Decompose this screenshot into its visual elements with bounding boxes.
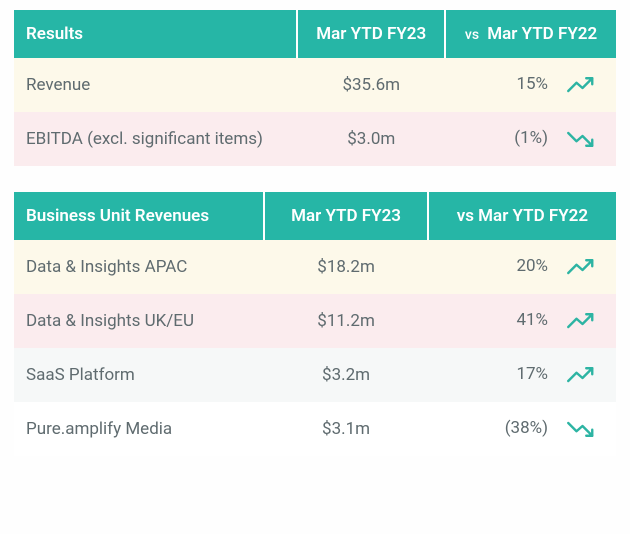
bu-label: SaaS Platform — [14, 348, 264, 402]
bu-row: Data & Insights UK/EU$11.2m 41% — [14, 294, 616, 348]
trend-up-icon — [566, 256, 596, 278]
trend-down-icon — [566, 128, 596, 150]
results-header-col3: vs Mar YTD FY22 — [445, 10, 616, 58]
results-row: EBITDA (excl. significant items)$3.0m (1%… — [14, 112, 616, 166]
results-change: 15% — [445, 58, 616, 112]
results-change-pct: 15% — [496, 74, 548, 94]
bu-header-row: Business Unit Revenues Mar YTD FY23 vs M… — [14, 192, 616, 240]
results-row: Revenue$35.6m 15% — [14, 58, 616, 112]
bu-change-pct: 41% — [496, 310, 548, 330]
trend-down-icon — [566, 418, 596, 440]
bu-label: Data & Insights APAC — [14, 240, 264, 294]
bu-change-pct: 20% — [496, 256, 548, 276]
results-value: $3.0m — [297, 112, 445, 166]
bu-revenues-table: Business Unit Revenues Mar YTD FY23 vs M… — [14, 192, 616, 456]
trend-up-icon — [566, 74, 596, 96]
bu-value: $3.1m — [264, 402, 428, 456]
bu-body: Data & Insights APAC$18.2m20%Data & Insi… — [14, 240, 616, 456]
bu-change-pct: (38%) — [496, 418, 548, 438]
bu-change: 20% — [428, 240, 616, 294]
bu-value: $18.2m — [264, 240, 428, 294]
bu-change-pct: 17% — [496, 364, 548, 384]
trend-up-icon — [566, 310, 596, 332]
results-change: (1%) — [445, 112, 616, 166]
bu-header-col1: Business Unit Revenues — [14, 192, 264, 240]
results-header-row: Results Mar YTD FY23 vs Mar YTD FY22 — [14, 10, 616, 58]
results-header-col1: Results — [14, 10, 297, 58]
bu-header-col3: vs Mar YTD FY22 — [428, 192, 616, 240]
results-value: $35.6m — [297, 58, 445, 112]
bu-row: Pure.amplify Media$3.1m (38%) — [14, 402, 616, 456]
results-header-col3-text: Mar YTD FY22 — [487, 24, 597, 44]
bu-change: 17% — [428, 348, 616, 402]
vs-prefix: vs — [465, 27, 479, 43]
bu-row: SaaS Platform$3.2m 17% — [14, 348, 616, 402]
results-table: Results Mar YTD FY23 vs Mar YTD FY22 Rev… — [14, 10, 616, 166]
bu-label: Pure.amplify Media — [14, 402, 264, 456]
results-body: Revenue$35.6m 15% EBITDA (excl. significan… — [14, 58, 616, 166]
trend-up-icon — [566, 364, 596, 386]
bu-change: (38%) — [428, 402, 616, 456]
results-label: Revenue — [14, 58, 297, 112]
bu-header-col2: Mar YTD FY23 — [264, 192, 428, 240]
results-header-col2: Mar YTD FY23 — [297, 10, 445, 58]
results-label: EBITDA (excl. significant items) — [14, 112, 297, 166]
bu-row: Data & Insights APAC$18.2m 20% — [14, 240, 616, 294]
bu-change: 41% — [428, 294, 616, 348]
bu-value: $11.2m — [264, 294, 428, 348]
bu-value: $3.2m — [264, 348, 428, 402]
results-change-pct: (1%) — [496, 128, 548, 148]
bu-label: Data & Insights UK/EU — [14, 294, 264, 348]
